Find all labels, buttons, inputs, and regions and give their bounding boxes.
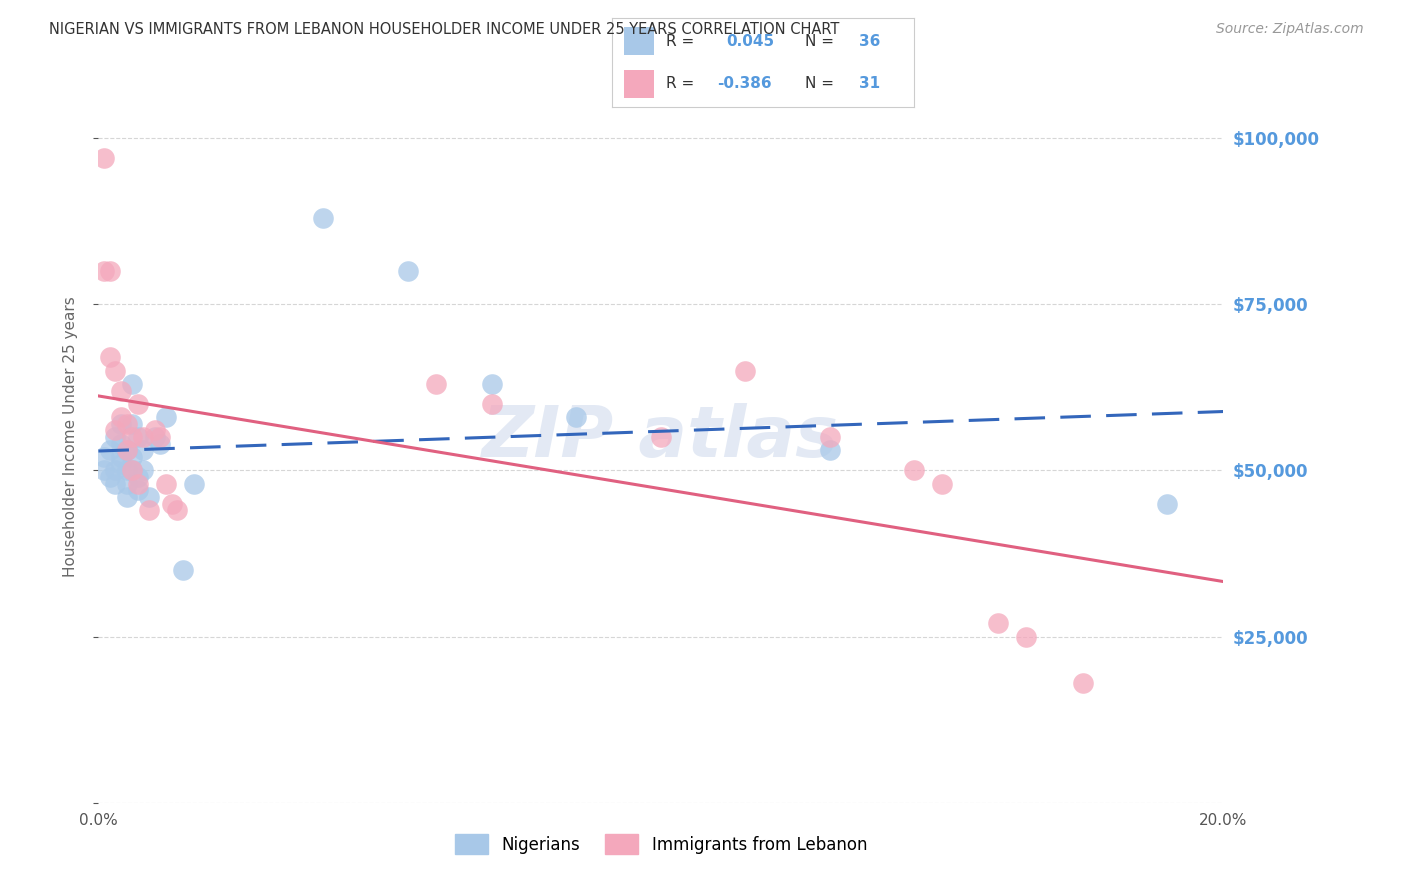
Point bbox=[127, 470, 149, 484]
Point bbox=[93, 264, 115, 278]
Point bbox=[155, 410, 177, 425]
Point bbox=[138, 490, 160, 504]
Point bbox=[104, 424, 127, 438]
Text: NIGERIAN VS IMMIGRANTS FROM LEBANON HOUSEHOLDER INCOME UNDER 25 YEARS CORRELATIO: NIGERIAN VS IMMIGRANTS FROM LEBANON HOUS… bbox=[49, 22, 839, 37]
Point bbox=[166, 503, 188, 517]
Point bbox=[481, 397, 503, 411]
Point bbox=[93, 151, 115, 165]
Point bbox=[121, 450, 143, 464]
Point bbox=[115, 443, 138, 458]
Point bbox=[931, 476, 953, 491]
Point bbox=[149, 436, 172, 450]
Text: Source: ZipAtlas.com: Source: ZipAtlas.com bbox=[1216, 22, 1364, 37]
Point bbox=[818, 430, 841, 444]
Point bbox=[1156, 497, 1178, 511]
Point bbox=[115, 463, 138, 477]
Text: 0.045: 0.045 bbox=[727, 34, 775, 48]
Point bbox=[132, 430, 155, 444]
Point bbox=[650, 430, 672, 444]
Point bbox=[987, 616, 1010, 631]
Text: R =: R = bbox=[666, 34, 695, 48]
Point bbox=[172, 563, 194, 577]
Point bbox=[425, 376, 447, 391]
Text: R =: R = bbox=[666, 77, 695, 91]
Point bbox=[121, 430, 143, 444]
Point bbox=[98, 351, 121, 365]
Point bbox=[121, 463, 143, 477]
Bar bbox=[624, 70, 654, 98]
Text: 36: 36 bbox=[859, 34, 882, 48]
Point bbox=[121, 463, 143, 477]
Point bbox=[565, 410, 588, 425]
Text: ZIP atlas: ZIP atlas bbox=[482, 402, 839, 472]
Point bbox=[110, 410, 132, 425]
Point bbox=[818, 443, 841, 458]
Text: -0.386: -0.386 bbox=[717, 77, 772, 91]
Point bbox=[98, 264, 121, 278]
Point bbox=[143, 430, 166, 444]
Point bbox=[132, 443, 155, 458]
Point bbox=[155, 476, 177, 491]
Point bbox=[115, 443, 138, 458]
Point bbox=[481, 376, 503, 391]
Text: N =: N = bbox=[806, 77, 834, 91]
Point bbox=[104, 430, 127, 444]
Point bbox=[104, 463, 127, 477]
Point bbox=[104, 476, 127, 491]
Y-axis label: Householder Income Under 25 years: Householder Income Under 25 years bbox=[63, 297, 77, 577]
Point bbox=[127, 397, 149, 411]
Point bbox=[110, 384, 132, 398]
Point bbox=[98, 470, 121, 484]
Point bbox=[121, 417, 143, 431]
Point bbox=[104, 363, 127, 377]
Point bbox=[115, 490, 138, 504]
Point bbox=[98, 443, 121, 458]
Point bbox=[149, 430, 172, 444]
Point bbox=[138, 503, 160, 517]
Point bbox=[160, 497, 183, 511]
Point bbox=[1071, 676, 1094, 690]
Bar bbox=[624, 27, 654, 55]
Point bbox=[93, 463, 115, 477]
Point bbox=[115, 417, 138, 431]
Text: N =: N = bbox=[806, 34, 834, 48]
Point bbox=[734, 363, 756, 377]
Point bbox=[110, 450, 132, 464]
Point bbox=[1015, 630, 1038, 644]
Point bbox=[127, 483, 149, 498]
Point bbox=[132, 463, 155, 477]
Point bbox=[143, 424, 166, 438]
Point bbox=[127, 430, 149, 444]
Legend: Nigerians, Immigrants from Lebanon: Nigerians, Immigrants from Lebanon bbox=[449, 828, 873, 860]
Point bbox=[121, 376, 143, 391]
Point bbox=[110, 417, 132, 431]
Point bbox=[312, 211, 335, 225]
Text: 31: 31 bbox=[859, 77, 880, 91]
Point bbox=[396, 264, 419, 278]
Point bbox=[903, 463, 925, 477]
Point bbox=[183, 476, 205, 491]
Point bbox=[93, 450, 115, 464]
Point bbox=[127, 476, 149, 491]
Point bbox=[115, 476, 138, 491]
Point bbox=[110, 436, 132, 450]
Point bbox=[110, 457, 132, 471]
